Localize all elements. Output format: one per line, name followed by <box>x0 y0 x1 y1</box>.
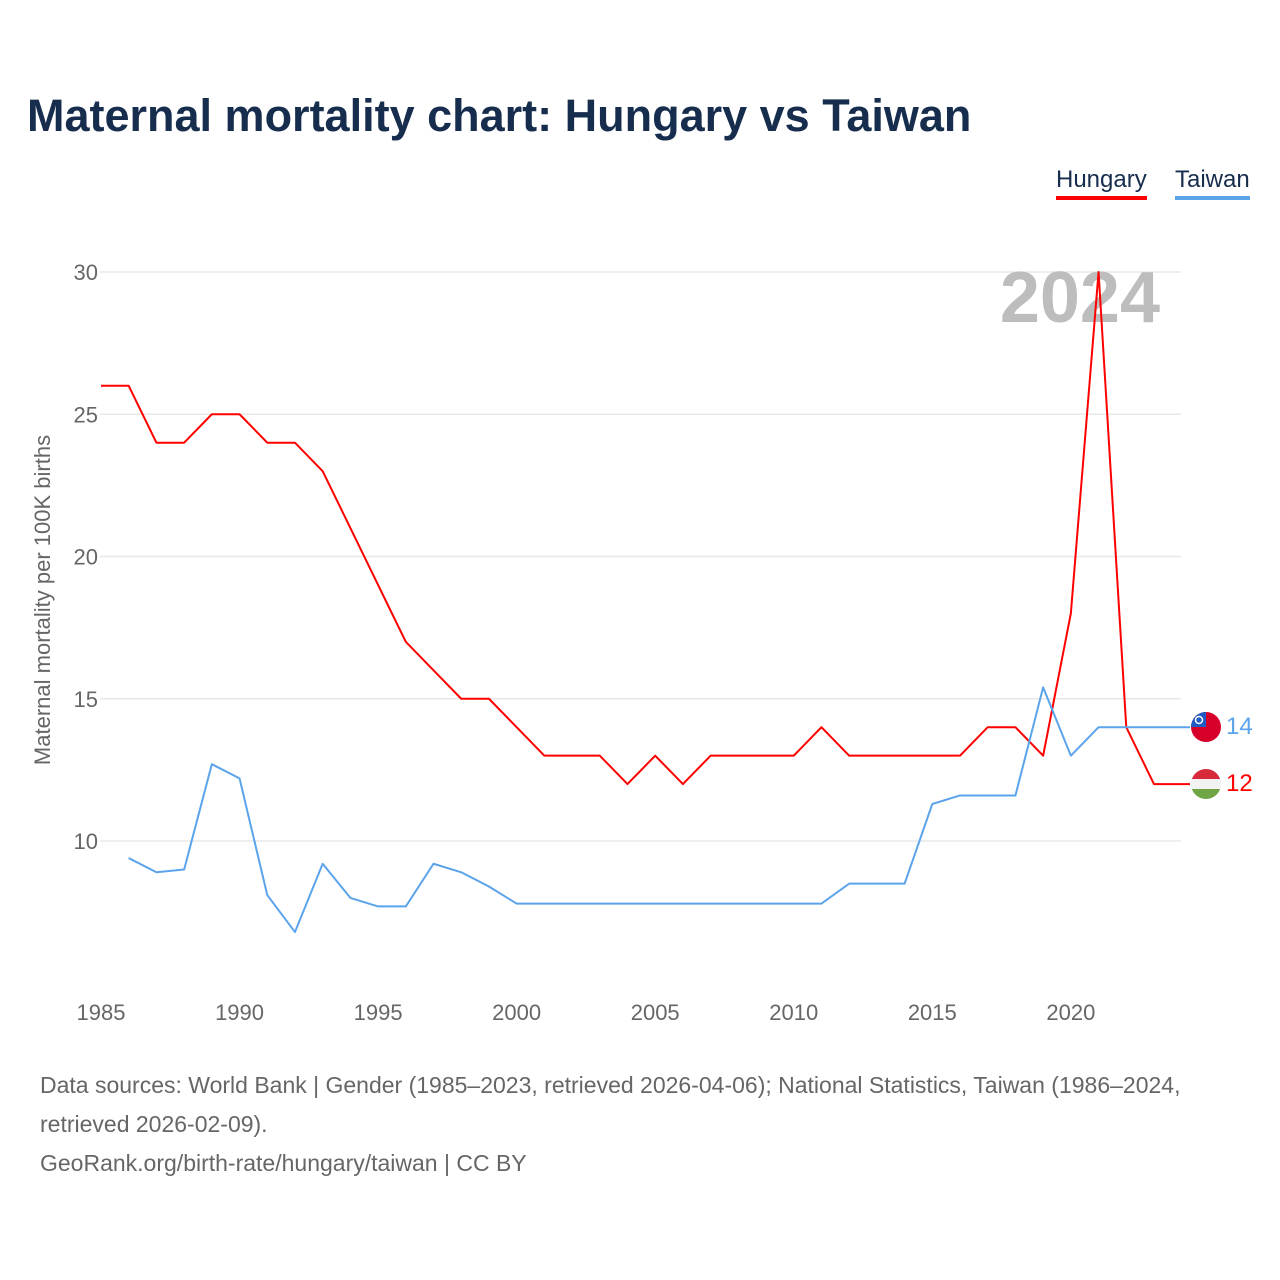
y-tick-label: 25 <box>74 402 98 427</box>
y-tick-label: 20 <box>74 545 98 570</box>
y-axis-label: Maternal mortality per 100K births <box>30 435 55 765</box>
hungary-flag-icon <box>1191 769 1221 799</box>
x-tick-label: 2005 <box>631 1000 680 1025</box>
x-tick-label: 2015 <box>908 1000 957 1025</box>
series-line-hungary <box>101 271 1190 786</box>
legend-hungary[interactable]: Hungary <box>1056 166 1147 200</box>
year-watermark: 2024 <box>1000 258 1160 338</box>
series-line-taiwan <box>128 686 1190 934</box>
source-link[interactable]: GeoRank.org/birth-rate/hungary/taiwan | … <box>40 1150 527 1176</box>
x-tick-label: 2010 <box>769 1000 818 1025</box>
chart-title: Maternal mortality chart: Hungary vs Tai… <box>27 90 972 141</box>
y-tick-label: 30 <box>74 260 98 285</box>
legend-taiwan[interactable]: Taiwan <box>1175 166 1250 200</box>
taiwan-end-label: 14 <box>1226 713 1253 740</box>
x-tick-label: 2000 <box>492 1000 541 1025</box>
x-tick-label: 1985 <box>77 1000 126 1025</box>
y-tick-label: 10 <box>74 829 98 854</box>
hungary-end-label: 12 <box>1226 770 1253 797</box>
x-tick-label: 2020 <box>1046 1000 1095 1025</box>
y-tick-label: 15 <box>74 687 98 712</box>
x-tick-label: 1995 <box>354 1000 403 1025</box>
footer: Data sources: World Bank | Gender (1985–… <box>40 1066 1220 1183</box>
taiwan-flag-icon <box>1191 712 1221 742</box>
data-sources: Data sources: World Bank | Gender (1985–… <box>40 1072 1181 1137</box>
x-tick-label: 1990 <box>215 1000 264 1025</box>
